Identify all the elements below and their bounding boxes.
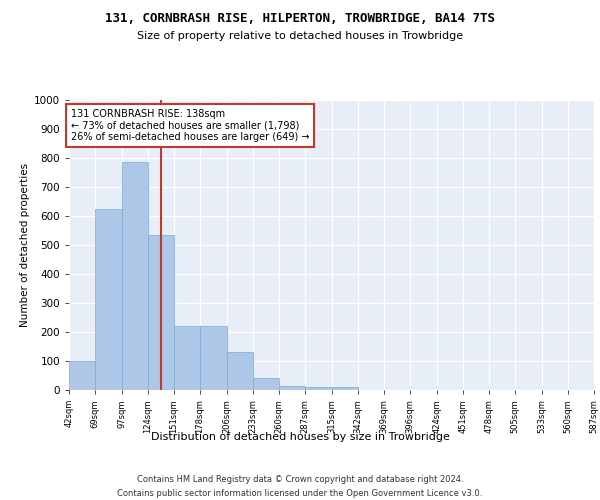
Bar (174, 326, 200, 390)
Bar (122, 162, 148, 390)
Bar (69, 361, 95, 390)
Y-axis label: Number of detached properties: Number of detached properties (20, 163, 29, 327)
Text: Contains HM Land Registry data © Crown copyright and database right 2024.
Contai: Contains HM Land Registry data © Crown c… (118, 476, 482, 498)
Bar (95, 209, 122, 390)
Bar (200, 326, 227, 390)
Bar (253, 378, 279, 390)
Bar (148, 235, 174, 390)
Bar (305, 387, 332, 390)
Text: Size of property relative to detached houses in Trowbridge: Size of property relative to detached ho… (137, 31, 463, 41)
Bar (279, 386, 305, 390)
Text: 131 CORNBRASH RISE: 138sqm
← 73% of detached houses are smaller (1,798)
26% of s: 131 CORNBRASH RISE: 138sqm ← 73% of deta… (71, 108, 310, 142)
Text: Distribution of detached houses by size in Trowbridge: Distribution of detached houses by size … (151, 432, 449, 442)
Bar (227, 352, 253, 390)
Text: 131, CORNBRASH RISE, HILPERTON, TROWBRIDGE, BA14 7TS: 131, CORNBRASH RISE, HILPERTON, TROWBRID… (105, 12, 495, 26)
Bar (332, 387, 358, 390)
